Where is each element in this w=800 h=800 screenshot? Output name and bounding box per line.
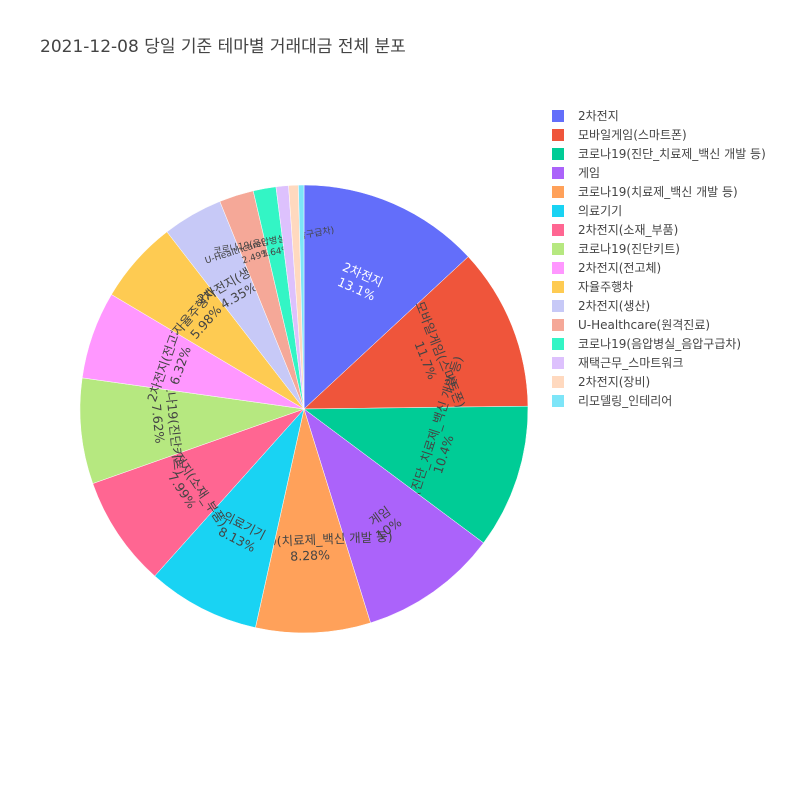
pie-slice-5[interactable] (154, 408, 305, 628)
legend-swatch (552, 242, 564, 255)
legend-item-4[interactable]: 코로나19(치료제_백신 개발 등) (552, 182, 766, 201)
legend-item-15[interactable]: 리모델링_인테리어 (552, 391, 766, 410)
legend-label: 재택근무_스마트워크 (578, 356, 684, 370)
legend-label: 의료기기 (578, 204, 623, 218)
legend-item-0[interactable]: 2차전지 (552, 106, 766, 125)
legend-item-1[interactable]: 모바일게임(스마트폰) (552, 125, 766, 144)
chart-title: 2021-12-08 당일 기준 테마별 거래대금 전체 분포 (40, 37, 406, 57)
pie-slice-3[interactable] (303, 408, 484, 624)
legend-label: 모바일게임(스마트폰) (578, 128, 687, 142)
legend-label: 자율주행차 (578, 280, 634, 294)
legend-swatch (552, 299, 564, 312)
legend-swatch (552, 147, 564, 160)
legend-label: 2차전지(소재_부품) (578, 223, 679, 237)
legend-swatch (552, 223, 564, 236)
legend-label: 2차전지(전고체) (578, 261, 662, 275)
legend-item-10[interactable]: 2차전지(생산) (552, 296, 766, 315)
pie-slice-4[interactable] (255, 408, 371, 634)
legend-item-3[interactable]: 게임 (552, 163, 766, 182)
pie-slice-2[interactable] (303, 405, 529, 544)
slice-label-percent: 8.28% (290, 547, 330, 564)
legend-swatch (552, 394, 564, 407)
legend-swatch (552, 185, 564, 198)
legend-label: 코로나19(치료제_백신 개발 등) (578, 185, 738, 199)
legend-item-2[interactable]: 코로나19(진단_치료제_백신 개발 등) (552, 144, 766, 163)
pie-slice-6[interactable] (92, 408, 305, 577)
pie-slice-15[interactable] (298, 184, 305, 410)
pie-slice-1[interactable] (303, 256, 529, 410)
legend-swatch (552, 280, 564, 293)
legend-swatch (552, 261, 564, 274)
legend-swatch (552, 318, 564, 331)
legend-label: 게임 (578, 166, 601, 180)
legend-label: 2차전지(생산) (578, 299, 651, 313)
legend-swatch (552, 109, 564, 122)
legend-label: U-Healthcare(원격진료) (578, 318, 711, 332)
legend-item-8[interactable]: 2차전지(전고체) (552, 258, 766, 277)
legend-swatch (552, 356, 564, 369)
legend-item-13[interactable]: 재택근무_스마트워크 (552, 353, 766, 372)
legend-swatch (552, 204, 564, 217)
legend-label: 코로나19(진단키트) (578, 242, 680, 256)
pie-slice-7[interactable] (79, 377, 305, 484)
legend-item-5[interactable]: 의료기기 (552, 201, 766, 220)
legend-swatch (552, 166, 564, 179)
legend-label: 2차전지 (578, 109, 619, 123)
slice-label-percent: 7.62% (149, 403, 168, 444)
legend-label: 2차전지(장비) (578, 375, 651, 389)
legend-item-12[interactable]: 코로나19(음압병실_음압구급차) (552, 334, 766, 353)
legend-item-7[interactable]: 코로나19(진단키트) (552, 239, 766, 258)
legend-item-14[interactable]: 2차전지(장비) (552, 372, 766, 391)
legend-label: 코로나19(음압병실_음압구급차) (578, 337, 742, 351)
legend-item-9[interactable]: 자율주행차 (552, 277, 766, 296)
legend-swatch (552, 337, 564, 350)
legend-swatch (552, 128, 564, 141)
legend-item-6[interactable]: 2차전지(소재_부품) (552, 220, 766, 239)
legend-swatch (552, 375, 564, 388)
pie-slice-0[interactable] (303, 184, 469, 410)
legend-item-11[interactable]: U-Healthcare(원격진료) (552, 315, 766, 334)
legend-label: 코로나19(진단_치료제_백신 개발 등) (578, 147, 766, 161)
legend-label: 리모델링_인테리어 (578, 394, 673, 408)
